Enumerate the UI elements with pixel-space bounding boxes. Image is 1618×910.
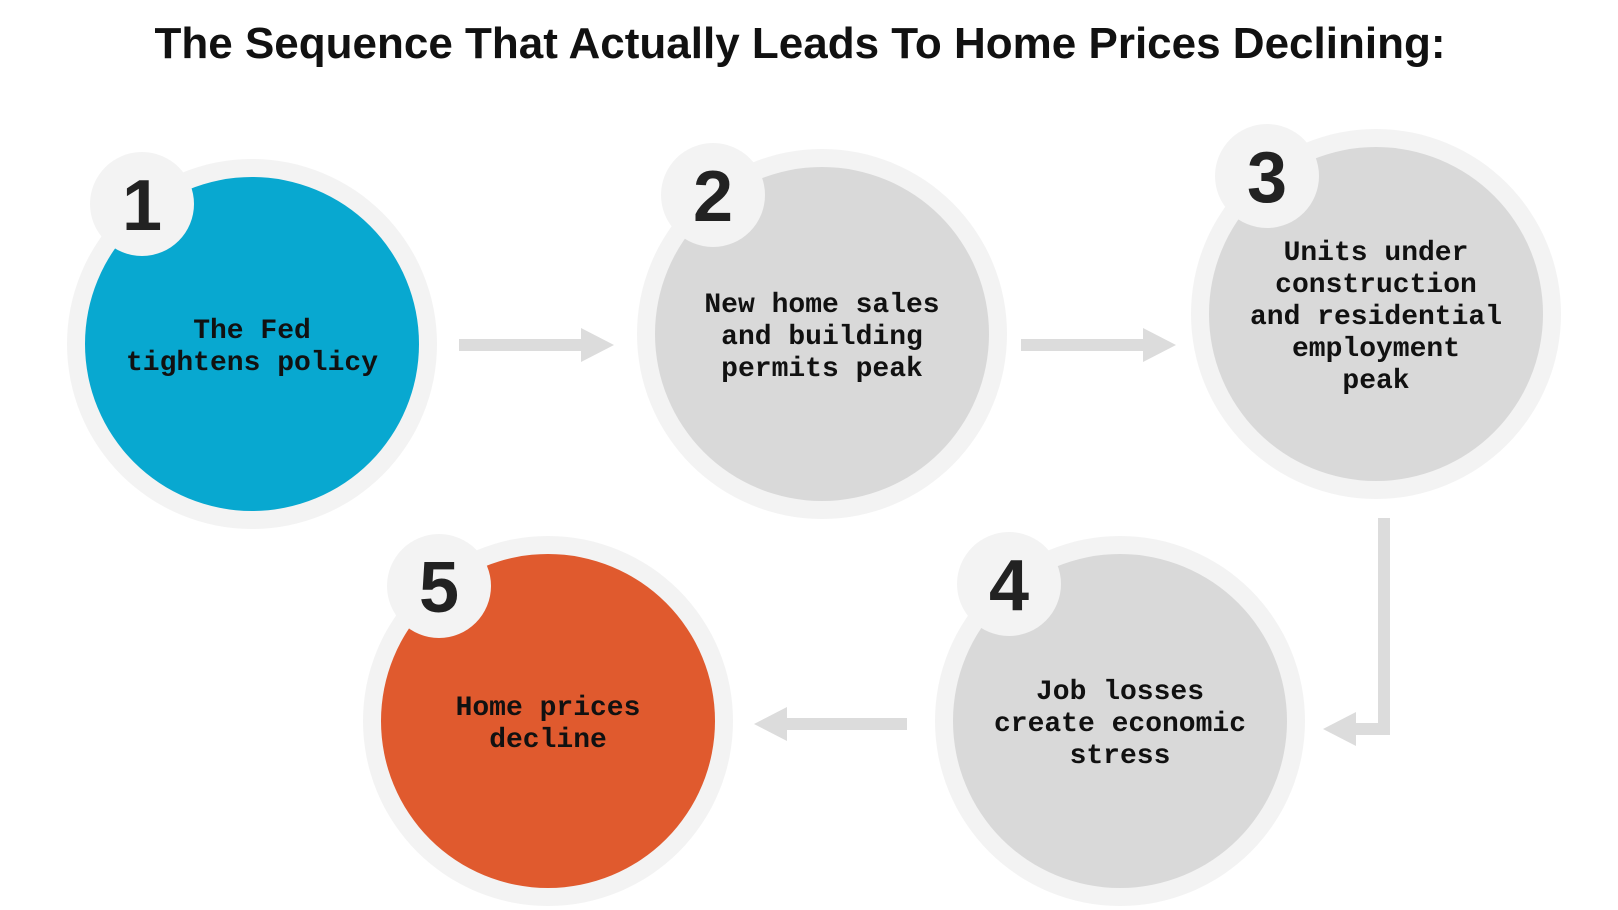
step-circle <box>953 554 1287 888</box>
step-label: The Fed <box>193 316 311 347</box>
step-label: decline <box>489 725 607 756</box>
arrow-head <box>1323 712 1356 746</box>
step-label: tightens policy <box>126 348 378 379</box>
step-label: and building <box>721 322 923 353</box>
step-label: and residential <box>1250 302 1502 333</box>
badge <box>661 143 765 247</box>
arrow-head <box>1143 328 1176 362</box>
step-circle <box>381 554 715 888</box>
step-circle <box>85 177 419 511</box>
step-number: 5 <box>419 548 459 628</box>
step-label: Home prices <box>456 693 641 724</box>
step-number: 3 <box>1247 138 1287 218</box>
title: The Sequence That Actually Leads To Home… <box>155 19 1446 68</box>
step-label: Units under <box>1284 238 1469 269</box>
arrow-head <box>754 707 787 741</box>
arrow-head <box>581 328 614 362</box>
step-label: employment <box>1292 334 1460 365</box>
step-number: 1 <box>122 166 162 246</box>
badge <box>1215 124 1319 228</box>
arrows <box>459 328 1390 746</box>
step-label: permits peak <box>721 354 923 385</box>
arrow <box>1350 518 1390 735</box>
badge <box>957 532 1061 636</box>
step-label: create economic <box>994 709 1246 740</box>
step-circle <box>1209 147 1543 481</box>
badge <box>387 534 491 638</box>
step-label: New home sales <box>704 290 939 321</box>
badge <box>90 152 194 256</box>
step-label: Job losses <box>1036 677 1204 708</box>
step-label: peak <box>1342 366 1409 397</box>
step-label: stress <box>1070 741 1171 772</box>
step-number: 4 <box>989 546 1029 626</box>
step-circle <box>655 167 989 501</box>
step-number: 2 <box>693 157 733 237</box>
step-label: construction <box>1275 270 1477 301</box>
